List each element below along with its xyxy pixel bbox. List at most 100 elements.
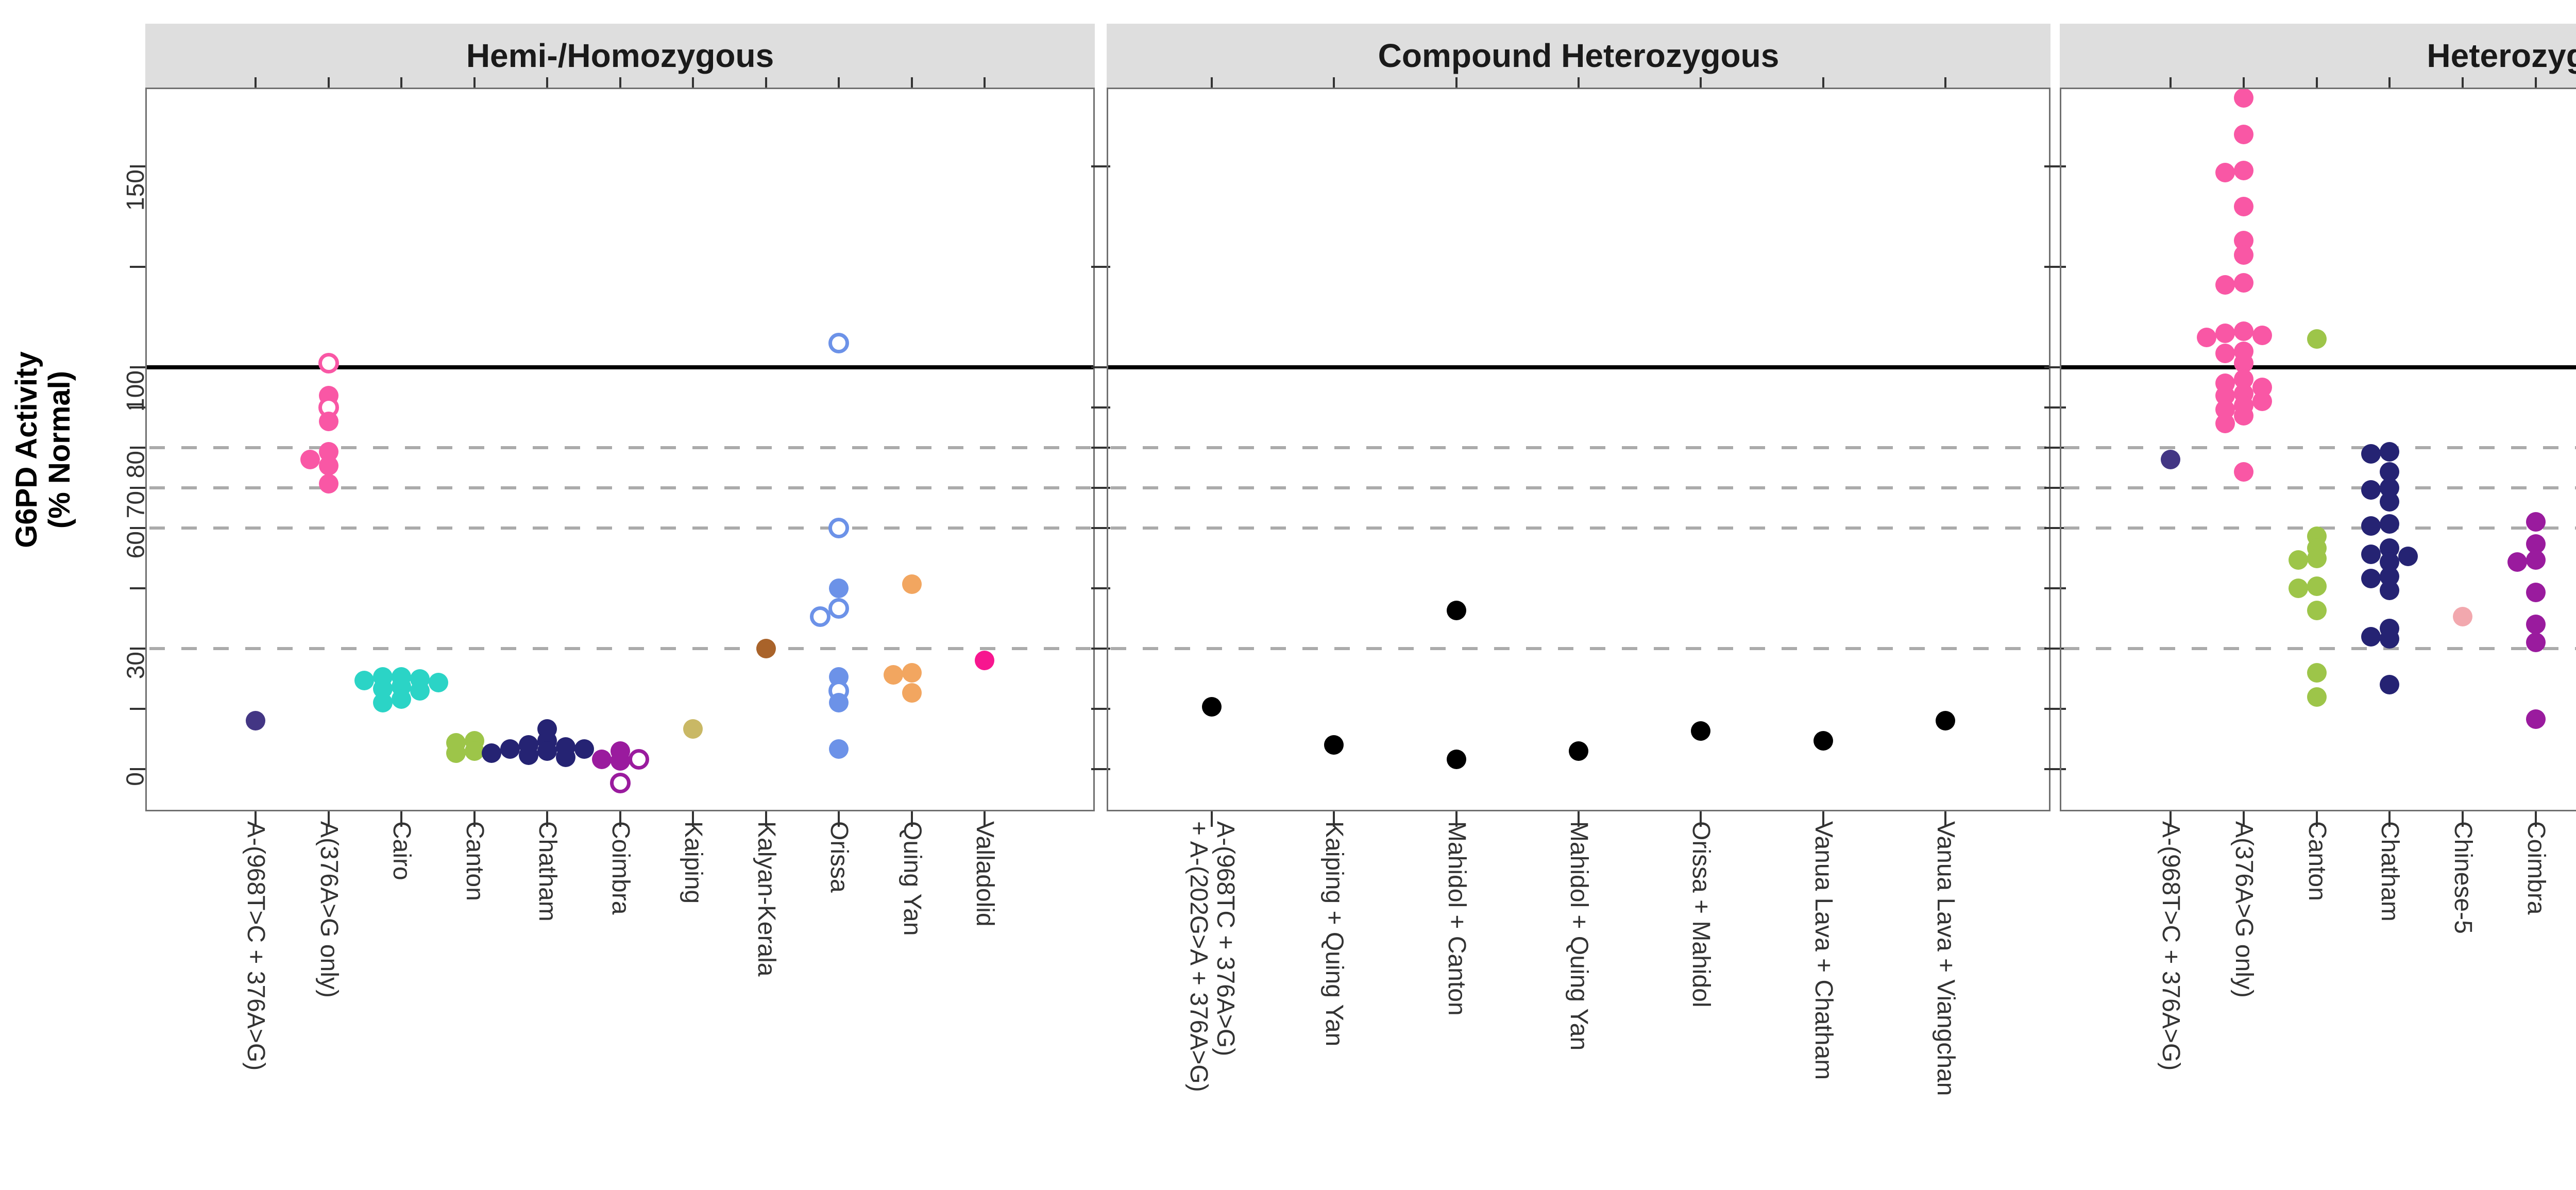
x-tick-mark xyxy=(1455,811,1458,827)
data-point xyxy=(683,719,703,739)
data-point-open xyxy=(810,606,831,627)
x-tick-label: Chatham xyxy=(534,821,561,922)
data-point xyxy=(2526,615,2546,635)
reference-line-dashed xyxy=(2064,647,2576,650)
y-axis-title: G6PD Activity (% Normal) xyxy=(10,351,76,548)
data-point xyxy=(2288,579,2308,598)
y-tick-mark xyxy=(130,527,145,529)
y-tick-mark xyxy=(2044,165,2060,167)
reference-line-dashed xyxy=(149,446,1091,449)
x-tick-mark xyxy=(400,77,402,88)
data-point xyxy=(2526,633,2546,653)
y-tick-mark xyxy=(130,648,145,650)
data-point xyxy=(902,574,922,594)
data-point xyxy=(500,739,520,759)
data-point xyxy=(1446,749,1466,769)
x-tick-label: Chinese-5 xyxy=(2449,821,2477,934)
x-tick-mark xyxy=(1455,77,1458,88)
x-tick-mark xyxy=(1211,811,1213,827)
x-tick-mark xyxy=(1333,811,1335,827)
x-tick-mark xyxy=(255,811,257,827)
x-tick-label: Valladolid xyxy=(971,821,998,927)
reference-line-solid xyxy=(145,365,1095,369)
data-point xyxy=(1569,741,1588,761)
y-tick-mark xyxy=(2044,768,2060,770)
panel-title: Hemi-/Homozygous xyxy=(466,37,774,74)
y-tick-mark xyxy=(2044,708,2060,710)
y-tick-mark xyxy=(1091,527,1107,529)
y-tick-mark xyxy=(2044,366,2060,368)
x-tick-mark xyxy=(765,77,767,88)
x-tick-mark xyxy=(546,77,548,88)
data-point xyxy=(318,456,338,476)
panel-strip: Compound Heterozygous xyxy=(1107,24,2050,88)
data-point-open xyxy=(828,598,849,619)
x-tick-label: Mahidol + Canton xyxy=(1443,821,1470,1016)
reference-line-dashed xyxy=(1111,526,2046,530)
y-tick-mark xyxy=(2044,487,2060,489)
x-tick-mark xyxy=(400,811,402,827)
y-tick-mark xyxy=(2044,266,2060,268)
y-tick-mark xyxy=(1091,768,1107,770)
x-tick-mark xyxy=(692,811,694,827)
x-tick-label: Coimbra xyxy=(2522,821,2550,914)
data-point xyxy=(2233,405,2253,426)
y-tick-mark xyxy=(130,708,145,710)
x-tick-label-line: Chinese-5 xyxy=(2449,821,2477,934)
reference-line-dashed xyxy=(1111,486,2046,489)
x-tick-label: A-(968TC + 376A>G) + A-(202G>A + 376A>G) xyxy=(1185,821,1239,1092)
x-tick-mark xyxy=(255,77,257,88)
x-tick-mark xyxy=(1578,811,1580,827)
x-tick-mark xyxy=(765,811,767,827)
data-point xyxy=(2380,628,2400,649)
data-point xyxy=(2161,450,2180,470)
y-tick-mark xyxy=(2044,447,2060,449)
data-point xyxy=(2215,275,2235,295)
data-point xyxy=(2361,568,2381,588)
x-tick-label: Mahidol + Quing Yan xyxy=(1565,821,1592,1050)
data-point xyxy=(2252,325,2272,345)
data-point xyxy=(591,749,612,769)
y-tick-mark xyxy=(2044,648,2060,650)
data-point xyxy=(2361,516,2381,536)
x-tick-label: Chatham xyxy=(2376,821,2403,922)
x-tick-label-line: Coimbra xyxy=(606,821,634,915)
y-tick-mark xyxy=(130,266,145,268)
y-tick-mark xyxy=(1091,487,1107,489)
x-tick-label: Vanua Lava + Viangchan xyxy=(1932,821,1959,1096)
x-tick-mark xyxy=(2535,811,2537,827)
x-tick-mark xyxy=(2315,77,2318,88)
x-tick-mark xyxy=(1578,77,1580,88)
data-point xyxy=(756,639,776,658)
y-tick-mark xyxy=(1091,266,1107,268)
x-tick-mark xyxy=(2242,811,2245,827)
data-point xyxy=(318,474,338,494)
data-point xyxy=(829,739,849,759)
y-tick-mark xyxy=(130,587,145,589)
data-point xyxy=(2233,124,2253,144)
x-tick-mark xyxy=(1700,77,1702,88)
y-tick-mark xyxy=(1091,447,1107,449)
x-tick-label-line: A(376A>G only) xyxy=(2230,821,2258,998)
x-tick-label: Coimbra xyxy=(607,821,634,914)
data-point xyxy=(2215,162,2235,182)
data-point xyxy=(610,751,630,771)
x-tick-label: A(376A>G only) xyxy=(2230,821,2258,998)
y-tick-mark xyxy=(2044,527,2060,529)
data-point xyxy=(1691,721,1711,741)
data-point xyxy=(2380,492,2400,512)
panel-border xyxy=(1107,88,2050,811)
x-tick-mark xyxy=(910,811,913,827)
data-point xyxy=(883,665,903,685)
data-point-open xyxy=(318,353,339,374)
data-point xyxy=(2526,582,2546,602)
x-tick-label-line: A-(968T>C + 376A>G) xyxy=(2157,821,2184,1071)
x-tick-mark xyxy=(473,811,476,827)
y-tick-mark xyxy=(130,366,145,368)
data-point xyxy=(2196,327,2216,347)
x-tick-label-line: Chatham xyxy=(534,821,561,922)
y-tick-mark xyxy=(130,447,145,449)
x-tick-mark xyxy=(984,811,986,827)
reference-line-dashed xyxy=(149,486,1091,489)
y-tick-mark xyxy=(1091,587,1107,589)
